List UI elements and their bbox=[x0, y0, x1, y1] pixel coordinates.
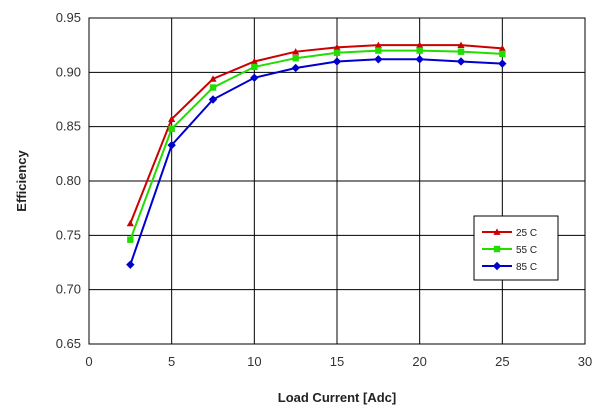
line-85c bbox=[129, 58, 503, 266]
x-tick-label: 30 bbox=[578, 354, 592, 369]
y-axis-title: Efficiency bbox=[14, 150, 29, 212]
point-25c bbox=[457, 41, 465, 49]
point-85c bbox=[208, 95, 218, 104]
point-85c bbox=[167, 140, 176, 150]
legend-label-25c: 25 C bbox=[516, 228, 537, 239]
legend-marker-85c bbox=[492, 261, 502, 271]
y-tick-label: 0.65 bbox=[56, 336, 81, 351]
legend-label-55c: 55 C bbox=[516, 245, 537, 256]
y-tick-label: 0.80 bbox=[56, 173, 81, 188]
x-axis-title: Load Current [Adc] bbox=[278, 390, 396, 405]
point-25c bbox=[250, 57, 258, 65]
point-25c bbox=[416, 41, 424, 49]
point-85c bbox=[374, 55, 383, 64]
point-55c bbox=[499, 50, 506, 58]
point-55c bbox=[416, 47, 423, 54]
x-tick-label: 25 bbox=[495, 354, 509, 369]
x-tick-label: 5 bbox=[168, 354, 175, 369]
point-85c bbox=[415, 55, 424, 64]
series-25c bbox=[126, 41, 506, 227]
point-55c bbox=[457, 48, 465, 55]
point-55c bbox=[292, 55, 299, 62]
y-tick-label: 0.70 bbox=[56, 282, 81, 297]
x-axis-ticks: 0 5 10 15 20 25 30 bbox=[85, 354, 592, 369]
point-55c bbox=[127, 236, 134, 243]
series-85c bbox=[126, 55, 507, 269]
point-25c bbox=[374, 41, 382, 49]
point-55c bbox=[251, 63, 258, 71]
point-25c bbox=[209, 75, 217, 82]
point-25c bbox=[168, 115, 176, 122]
point-25c bbox=[333, 43, 341, 51]
line-25c bbox=[129, 44, 503, 224]
x-tick-label: 10 bbox=[247, 354, 261, 369]
y-tick-label: 0.75 bbox=[56, 227, 81, 242]
legend-marker-25c bbox=[493, 228, 501, 235]
point-85c bbox=[498, 59, 507, 68]
line-55c bbox=[129, 49, 503, 241]
point-25c bbox=[292, 48, 300, 55]
legend: 25 C 55 C 85 C bbox=[473, 215, 559, 281]
point-55c bbox=[209, 84, 217, 91]
y-tick-label: 0.90 bbox=[56, 64, 81, 79]
point-55c bbox=[333, 49, 341, 56]
series-55c bbox=[127, 47, 506, 243]
point-55c bbox=[168, 125, 175, 133]
point-85c bbox=[332, 57, 342, 66]
legend-label-85c: 85 C bbox=[516, 262, 537, 273]
x-tick-label: 15 bbox=[330, 354, 344, 369]
point-55c bbox=[375, 47, 382, 54]
point-25c bbox=[126, 219, 134, 227]
point-85c bbox=[250, 73, 259, 82]
point-85c bbox=[291, 63, 300, 73]
data-series bbox=[126, 41, 507, 269]
y-tick-label: 0.85 bbox=[56, 119, 81, 134]
legend-item-85c: 85 C bbox=[482, 261, 537, 273]
point-85c bbox=[126, 260, 135, 269]
y-axis-ticks: 0.65 0.70 0.75 0.80 0.85 0.90 0.95 bbox=[56, 10, 81, 351]
point-85c bbox=[456, 57, 466, 66]
x-tick-label: 20 bbox=[412, 354, 426, 369]
point-25c bbox=[498, 44, 506, 52]
x-tick-label: 0 bbox=[85, 354, 92, 369]
legend-item-55c: 55 C bbox=[482, 245, 537, 256]
legend-marker-55c bbox=[493, 245, 501, 253]
legend-item-25c: 25 C bbox=[482, 228, 537, 239]
y-tick-label: 0.95 bbox=[56, 10, 81, 25]
